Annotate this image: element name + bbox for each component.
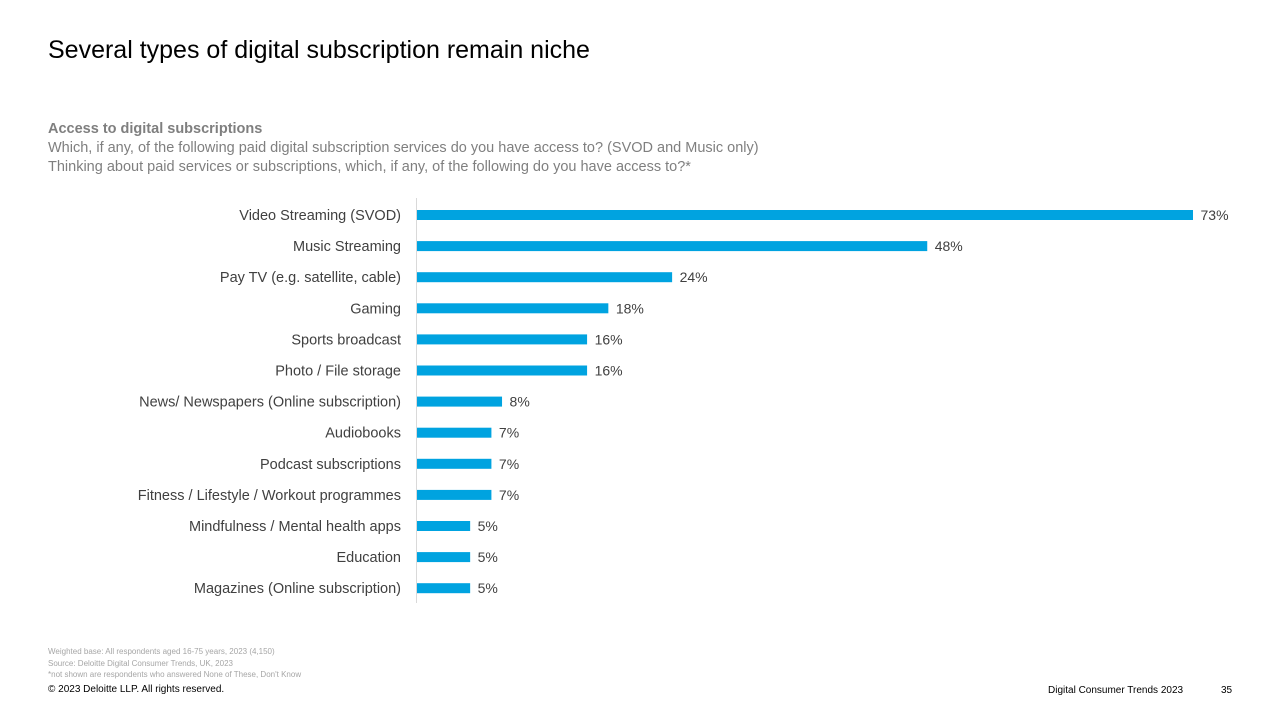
chart-heading: Access to digital subscriptions — [48, 121, 263, 137]
value-label: 24% — [680, 269, 708, 285]
category-label: Fitness / Lifestyle / Workout programmes — [138, 488, 401, 504]
survey-question-2: Thinking about paid services or subscrip… — [48, 159, 691, 175]
weighted-base-note: Weighted base: All respondents aged 16-7… — [48, 647, 275, 656]
category-label: Video Streaming (SVOD) — [239, 208, 401, 224]
category-label: Education — [337, 550, 402, 566]
exclusion-note: *not shown are respondents who answered … — [48, 670, 302, 679]
category-label: Sports broadcast — [291, 332, 401, 348]
bar — [417, 334, 588, 345]
category-label: Audiobooks — [325, 426, 401, 442]
bar — [417, 521, 471, 531]
category-label: News/ Newspapers (Online subscription) — [139, 395, 401, 411]
survey-question-1: Which, if any, of the following paid dig… — [48, 140, 759, 156]
bar — [417, 210, 1193, 220]
bar — [417, 241, 928, 252]
report-name: Digital Consumer Trends 2023 — [1048, 685, 1184, 696]
chart-description: Access to digital subscriptions Which, i… — [48, 120, 759, 177]
bar — [417, 365, 588, 376]
value-label: 16% — [595, 331, 623, 347]
bar — [417, 458, 492, 469]
bar — [417, 272, 673, 283]
value-label: 18% — [616, 300, 644, 316]
bar — [417, 583, 471, 594]
copyright-notice: © 2023 Deloitte LLP. All rights reserved… — [48, 684, 225, 695]
source-note: Source: Deloitte Digital Consumer Trends… — [48, 658, 233, 668]
value-label: 48% — [935, 238, 963, 254]
value-label: 7% — [499, 456, 519, 472]
category-label: Pay TV (e.g. satellite, cable) — [220, 270, 401, 286]
value-label: 73% — [1201, 207, 1229, 223]
footnotes: Weighted base: All respondents aged 16-7… — [48, 646, 301, 681]
category-label: Podcast subscriptions — [260, 457, 401, 473]
page-number: 35 — [1221, 685, 1233, 696]
category-label: Gaming — [350, 301, 401, 317]
value-label: 8% — [510, 394, 530, 410]
bar — [417, 303, 609, 314]
bar — [417, 552, 471, 563]
category-label: Photo / File storage — [275, 364, 401, 380]
value-label: 16% — [595, 363, 623, 379]
category-label: Magazines (Online subscription) — [194, 581, 401, 597]
bar — [417, 489, 492, 500]
value-label: 5% — [478, 580, 498, 596]
bar-chart: Video Streaming (SVOD) 73% Music Streaming… — [138, 198, 1229, 603]
value-label: 5% — [478, 518, 498, 534]
category-label: Music Streaming — [293, 239, 401, 255]
value-label: 7% — [499, 487, 519, 503]
value-label: 5% — [478, 549, 498, 565]
slide-title: Several types of digital subscription re… — [48, 36, 590, 64]
bar — [417, 427, 492, 438]
value-label: 7% — [499, 425, 519, 441]
bar — [417, 396, 503, 407]
category-label: Mindfulness / Mental health apps — [189, 519, 401, 535]
